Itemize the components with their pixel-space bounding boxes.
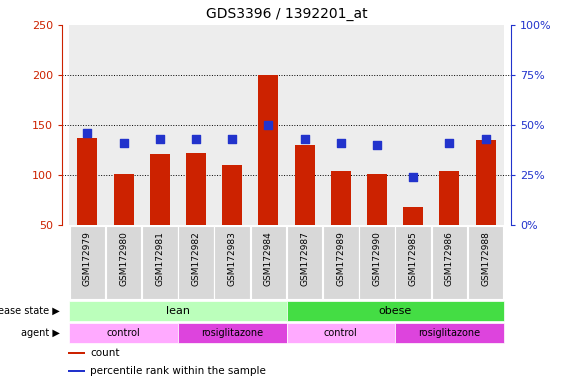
Bar	[251, 25, 287, 225]
Point	[191, 136, 200, 142]
Bar	[77, 138, 97, 225]
Text: GSM172985: GSM172985	[409, 231, 418, 286]
Bar	[468, 226, 503, 299]
Text: GSM172989: GSM172989	[336, 231, 345, 286]
Bar	[395, 25, 431, 225]
Bar	[395, 323, 504, 343]
Bar	[287, 323, 395, 343]
Text: control: control	[324, 328, 358, 338]
Bar	[440, 171, 459, 225]
Text: GSM172979: GSM172979	[83, 231, 92, 286]
Point	[227, 136, 236, 142]
Bar	[178, 25, 214, 225]
Bar	[403, 207, 423, 225]
Bar	[331, 171, 351, 225]
Text: rosiglitazone: rosiglitazone	[418, 328, 480, 338]
Text: GSM172990: GSM172990	[373, 231, 382, 286]
Bar	[106, 226, 141, 299]
Bar	[68, 371, 86, 372]
Bar	[105, 25, 142, 225]
Bar	[186, 153, 206, 225]
Point	[445, 140, 454, 146]
Text: GSM172980: GSM172980	[119, 231, 128, 286]
Bar	[367, 174, 387, 225]
Bar	[287, 301, 504, 321]
Text: percentile rank within the sample: percentile rank within the sample	[91, 366, 266, 376]
Bar	[359, 25, 395, 225]
Text: count: count	[91, 348, 120, 358]
Text: rosiglitazone: rosiglitazone	[201, 328, 263, 338]
Point	[481, 136, 490, 142]
Bar	[69, 301, 287, 321]
Bar	[431, 25, 467, 225]
Point	[373, 142, 382, 148]
Text: GSM172987: GSM172987	[300, 231, 309, 286]
Point	[83, 130, 92, 136]
Text: GSM172988: GSM172988	[481, 231, 490, 286]
Bar	[294, 145, 315, 225]
Bar	[467, 25, 504, 225]
Text: control: control	[106, 328, 140, 338]
Bar	[150, 154, 169, 225]
Bar	[287, 25, 323, 225]
Bar	[178, 226, 214, 299]
Bar	[323, 226, 359, 299]
Bar	[142, 226, 177, 299]
Point	[119, 140, 128, 146]
Bar	[251, 226, 286, 299]
Text: obese: obese	[378, 306, 412, 316]
Bar	[114, 174, 133, 225]
Bar	[69, 25, 105, 225]
Bar	[214, 25, 251, 225]
Bar	[69, 323, 178, 343]
Bar	[215, 226, 250, 299]
Text: GSM172983: GSM172983	[227, 231, 236, 286]
Bar	[70, 226, 105, 299]
Point	[409, 174, 418, 180]
Text: GSM172982: GSM172982	[191, 231, 200, 286]
Bar	[432, 226, 467, 299]
Bar	[359, 226, 395, 299]
Bar	[142, 25, 178, 225]
Bar	[258, 75, 278, 225]
Bar	[476, 140, 495, 225]
Bar	[178, 323, 287, 343]
Point	[155, 136, 164, 142]
Bar	[395, 226, 431, 299]
Text: GSM172984: GSM172984	[264, 231, 273, 286]
Bar	[323, 25, 359, 225]
Text: lean: lean	[166, 306, 190, 316]
Text: GSM172986: GSM172986	[445, 231, 454, 286]
Point	[264, 122, 273, 128]
Bar	[287, 226, 323, 299]
Bar	[222, 165, 242, 225]
Bar	[68, 352, 86, 354]
Text: disease state ▶: disease state ▶	[0, 306, 60, 316]
Text: agent ▶: agent ▶	[21, 328, 60, 338]
Point	[336, 140, 345, 146]
Title: GDS3396 / 1392201_at: GDS3396 / 1392201_at	[205, 7, 367, 21]
Point	[300, 136, 309, 142]
Text: GSM172981: GSM172981	[155, 231, 164, 286]
